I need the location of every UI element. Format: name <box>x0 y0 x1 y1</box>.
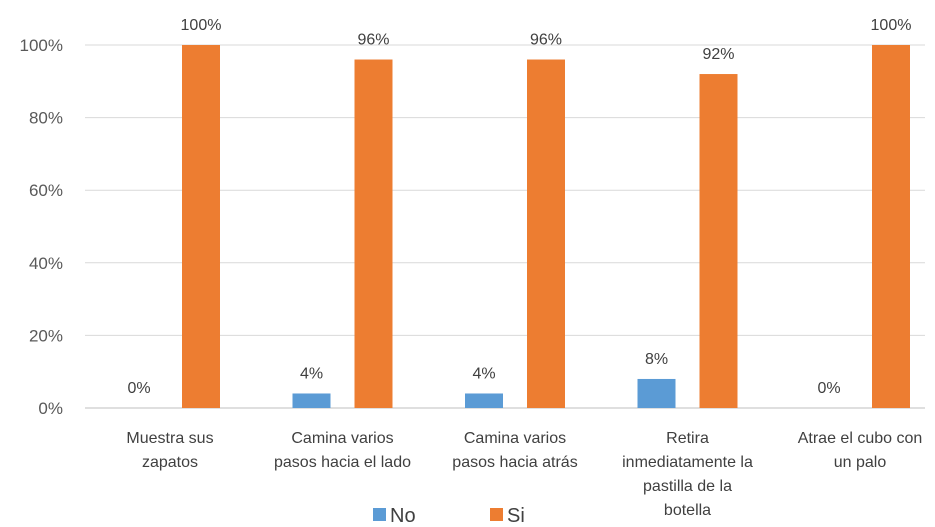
y-tick-label: 40% <box>29 254 63 273</box>
y-tick-label: 20% <box>29 326 63 345</box>
bar-si <box>182 45 220 408</box>
bar-si <box>872 45 910 408</box>
data-label: 4% <box>300 365 323 382</box>
y-axis-ticks: 0% 20% 40% 60% 80% 100% <box>20 36 63 418</box>
legend-swatch-si <box>490 508 503 521</box>
data-label: 0% <box>127 380 150 397</box>
legend-label-si: Si <box>507 505 525 527</box>
y-tick-label: 80% <box>29 109 63 128</box>
category-label: Camina varios pasos hacia el lado <box>274 430 411 471</box>
gridlines <box>85 44 925 409</box>
legend: No Si <box>373 505 525 527</box>
bars <box>182 45 910 409</box>
y-tick-label: 0% <box>38 399 63 418</box>
category-label: Atrae el cubo con un palo <box>798 430 923 471</box>
x-axis-categories: Muestra sus zapatos Camina varios pasos hac… <box>126 430 922 519</box>
bar-no <box>292 393 331 408</box>
data-label: 4% <box>472 365 495 382</box>
y-tick-label: 100% <box>20 36 63 55</box>
legend-swatch-no <box>373 508 386 521</box>
data-label: 100% <box>871 17 912 34</box>
bar-no <box>465 393 503 408</box>
legend-label-no: No <box>390 505 416 527</box>
data-labels: 0% 100% 4% 96% 4% 96% 8% 92% 0% 100% <box>127 17 911 397</box>
bar-si <box>354 59 393 409</box>
data-label: 96% <box>357 32 389 49</box>
data-label: 0% <box>817 380 840 397</box>
data-label: 100% <box>181 17 222 34</box>
data-label: 92% <box>702 46 734 63</box>
data-label: 96% <box>530 32 562 49</box>
data-label: 8% <box>645 351 668 368</box>
category-label: Retira inmediatamente la pastilla de la bot… <box>622 430 753 519</box>
category-label: Camina varios pasos hacia atrás <box>452 430 577 471</box>
bar-si <box>527 59 565 409</box>
bar-no <box>637 378 676 408</box>
category-label: Muestra sus zapatos <box>126 430 213 471</box>
bar-si <box>699 74 738 408</box>
y-tick-label: 60% <box>29 181 63 200</box>
